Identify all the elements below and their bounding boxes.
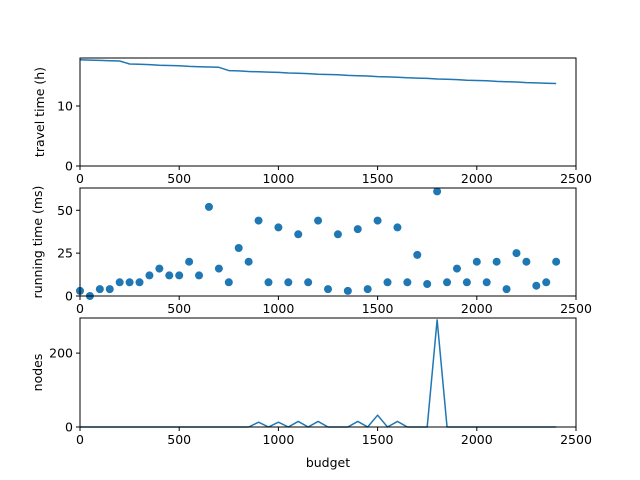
nodes-x-tick-label: 0 — [76, 432, 84, 447]
running-time-x-tick-label: 2000 — [461, 301, 493, 316]
running-time-x-tick-label: 1000 — [262, 301, 294, 316]
running-time-point — [304, 278, 313, 287]
running-time-point — [135, 278, 144, 287]
running-time-point — [403, 278, 412, 287]
nodes-series-line — [80, 319, 557, 428]
travel-time-x-tick-label: 1500 — [362, 171, 394, 186]
running-time-point — [393, 223, 402, 232]
running-time-point — [105, 285, 114, 294]
nodes-y-axis-label: nodes — [30, 354, 45, 392]
running-time-point — [472, 257, 481, 266]
running-time-point — [204, 202, 213, 211]
nodes-panel: 0 500 1000 1500 2000 2500 0 200 nodes budget — [30, 317, 592, 470]
running-time-point — [244, 257, 253, 266]
running-time-point — [383, 278, 392, 287]
nodes-x-tick-label: 2000 — [461, 432, 493, 447]
running-time-point — [264, 278, 273, 287]
running-time-point — [413, 250, 422, 259]
running-time-point — [353, 225, 362, 234]
running-time-point — [443, 278, 452, 287]
nodes-x-tick-label: 500 — [167, 432, 191, 447]
running-time-point — [324, 285, 332, 294]
running-time-point — [532, 281, 541, 290]
running-time-point — [333, 230, 342, 239]
running-time-point — [512, 249, 521, 258]
running-time-point — [224, 278, 233, 287]
running-time-point — [284, 278, 293, 287]
nodes-y-tick-label: 200 — [49, 346, 73, 361]
running-time-point — [314, 216, 323, 225]
running-time-point — [433, 187, 442, 196]
running-time-x-tick-label: 500 — [167, 301, 191, 316]
running-time-point — [195, 271, 204, 280]
running-time-point — [274, 223, 283, 232]
running-time-point — [125, 278, 134, 287]
running-time-point — [423, 280, 432, 288]
running-time-point — [95, 285, 104, 294]
running-time-point — [552, 257, 561, 266]
running-time-point — [363, 285, 372, 294]
running-time-point — [482, 278, 491, 287]
running-time-point — [542, 278, 551, 287]
travel-time-y-tick-label: 10 — [57, 99, 73, 114]
nodes-x-tick-label: 1500 — [362, 432, 394, 447]
running-time-y-tick-label: 25 — [57, 246, 73, 261]
travel-time-y-tick-label: 0 — [65, 159, 73, 174]
running-time-point — [115, 278, 124, 287]
nodes-x-tick-label: 1000 — [262, 432, 294, 447]
travel-time-x-tick-label: 2500 — [560, 171, 592, 186]
running-time-point — [234, 244, 243, 252]
nodes-x-tick-label: 2500 — [560, 432, 592, 447]
travel-time-y-axis-label: travel time (h) — [32, 67, 47, 157]
running-time-point — [373, 216, 382, 225]
running-time-point — [294, 230, 303, 239]
running-time-point — [462, 278, 471, 287]
running-time-point — [452, 264, 461, 273]
running-time-point — [343, 286, 352, 295]
travel-time-series-line — [79, 59, 557, 85]
running-time-x-tick-label: 0 — [76, 301, 84, 316]
running-time-point — [185, 257, 194, 266]
running-time-point — [145, 271, 154, 280]
running-time-x-tick-label: 1500 — [362, 301, 394, 316]
running-time-point — [155, 264, 164, 273]
nodes-y-tick-label: 0 — [65, 420, 73, 435]
nodes-x-axis-label: budget — [306, 455, 350, 470]
travel-time-x-tick-label: 2000 — [461, 171, 493, 186]
running-time-y-axis-label: running time (ms) — [30, 186, 45, 299]
nodes-axes-frame — [79, 317, 577, 428]
running-time-point — [254, 216, 263, 225]
travel-time-x-tick-label: 1000 — [262, 171, 294, 186]
running-time-point — [502, 285, 511, 294]
running-time-point — [214, 264, 223, 273]
running-time-panel: 0 500 1000 1500 2000 2500 0 25 50 running time (m… — [30, 186, 592, 316]
travel-time-axes-frame — [79, 57, 577, 167]
running-time-point — [175, 271, 184, 280]
travel-time-x-tick-label: 0 — [76, 171, 84, 186]
travel-time-x-tick-label: 500 — [167, 171, 191, 186]
running-time-point — [522, 257, 531, 266]
running-time-point — [492, 257, 501, 266]
running-time-axes-frame — [79, 187, 577, 297]
travel-time-panel: 0 500 1000 1500 2000 2500 0 10 travel time (h) — [32, 57, 592, 186]
running-time-x-tick-label: 2500 — [560, 301, 592, 316]
running-time-y-tick-label: 0 — [65, 289, 73, 304]
running-time-point — [165, 271, 174, 280]
running-time-y-tick-label: 50 — [57, 203, 73, 218]
